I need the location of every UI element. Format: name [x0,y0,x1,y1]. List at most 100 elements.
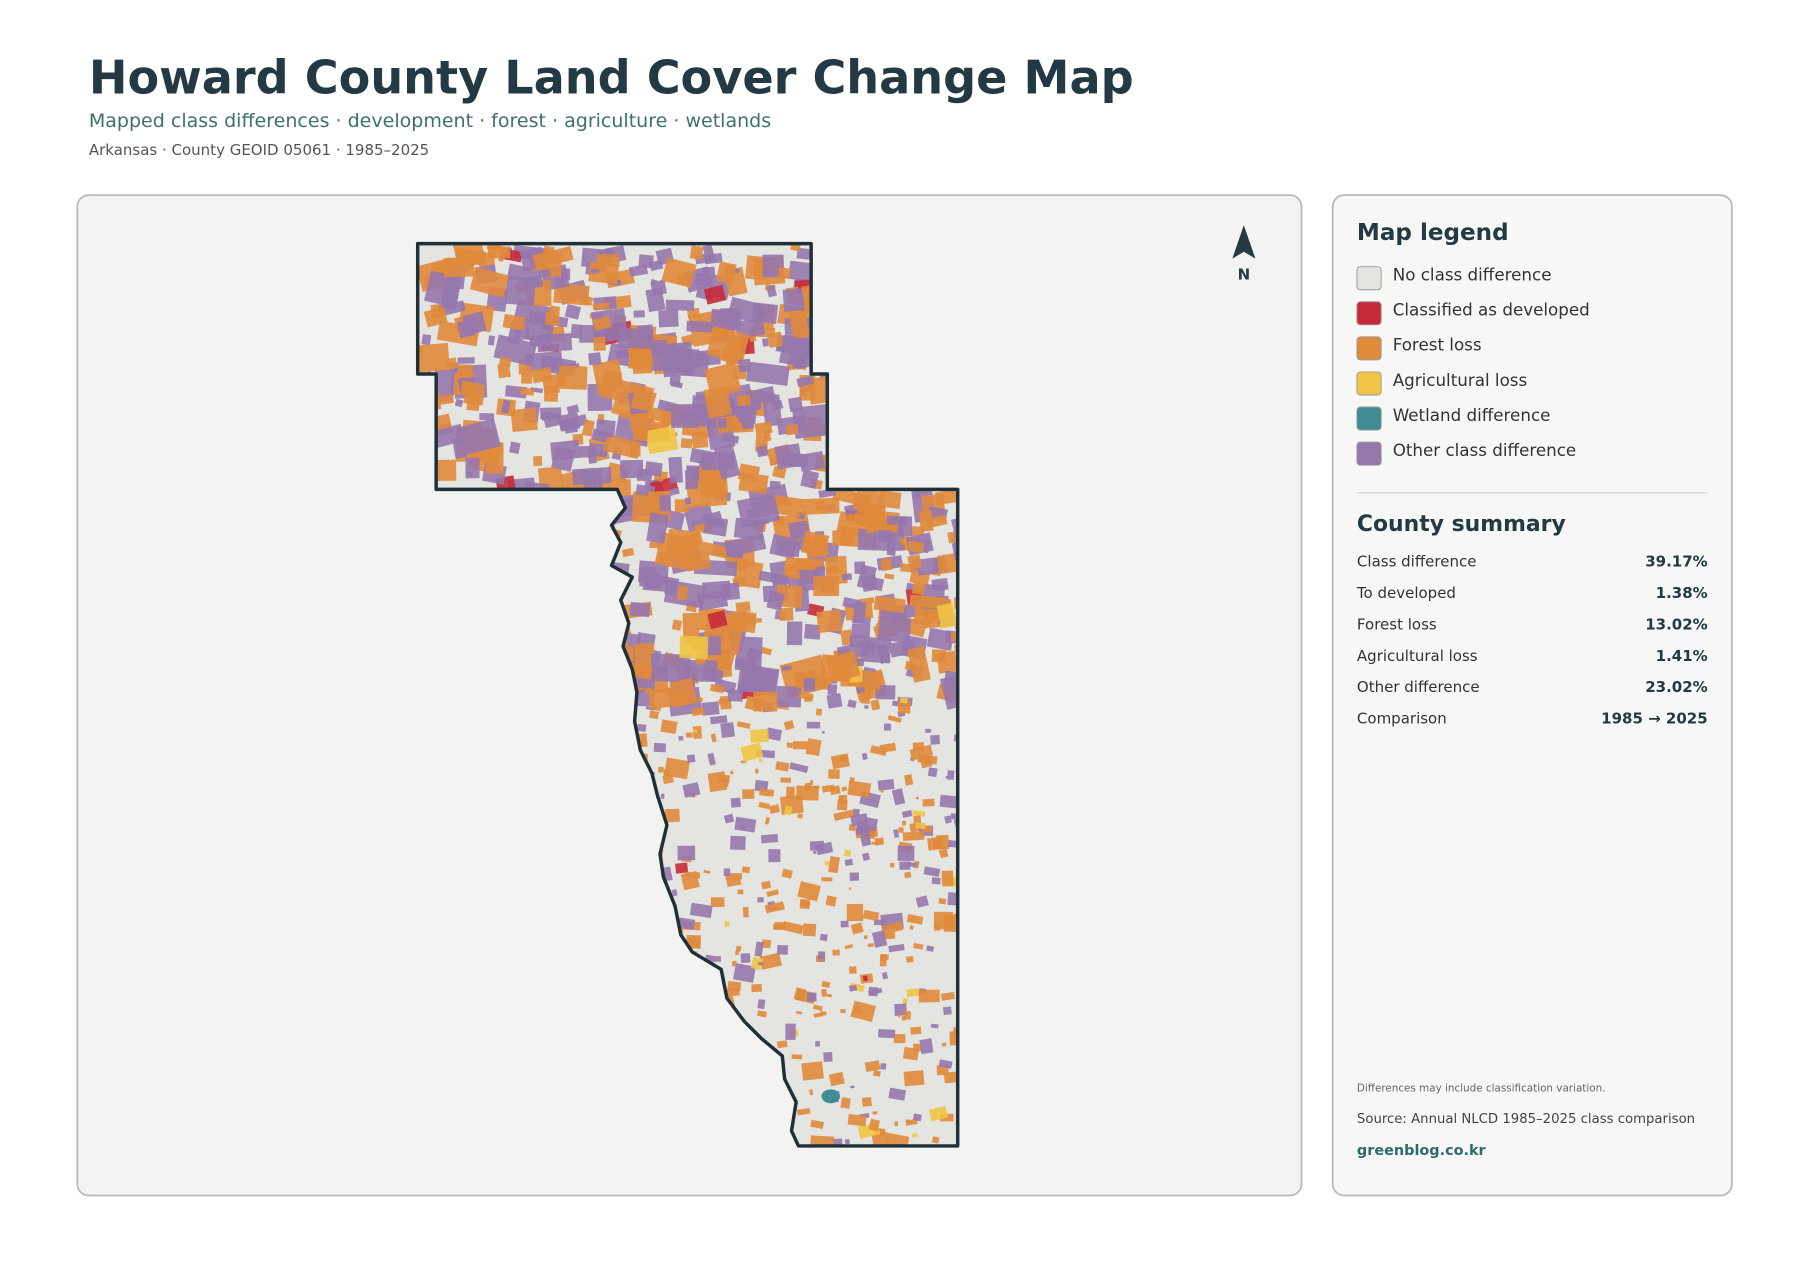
land-cover-patch [703,284,727,305]
land-cover-patch [733,963,756,983]
land-cover-patch [717,774,731,784]
land-cover-patch [776,1040,788,1049]
land-cover-patch [633,310,645,318]
land-cover-patch [734,658,756,671]
land-cover-patch [793,987,807,1002]
land-cover-patch [637,723,647,732]
summary-value: 1985 → 2025 [1601,710,1708,728]
land-cover-patch [710,715,728,725]
land-cover-patch [843,849,852,857]
land-cover-patch [684,871,692,877]
land-cover-patch [886,549,896,557]
land-cover-patch [877,779,895,791]
land-cover-patch [692,726,703,739]
land-cover-patch [434,413,452,431]
land-cover-patch [707,752,716,766]
land-cover-patch [768,804,781,814]
land-cover-patch [894,1003,907,1016]
land-cover-patch [887,715,902,723]
land-cover-patch [593,336,606,351]
land-cover-patch [758,390,777,404]
land-cover-patch [931,649,947,663]
land-cover-patch [730,835,746,851]
land-cover-patch [588,442,609,458]
land-cover-patch [650,279,667,296]
land-cover-patch [943,1006,952,1015]
land-cover-patch [665,299,695,311]
summary-label: Class difference [1357,553,1477,571]
land-cover-patch [800,469,820,489]
summary-label: Forest loss [1357,615,1437,633]
land-cover-patch [417,342,451,373]
land-cover-patch [753,691,778,712]
land-cover-patch [701,580,732,600]
land-cover-patch [668,487,680,496]
land-cover-patch [883,723,892,731]
land-cover-patch [868,1118,881,1132]
land-cover-patch [906,956,914,963]
land-cover-patch [861,752,868,761]
land-cover-patch [723,782,729,788]
land-cover-patch [424,270,462,308]
land-cover-patch [682,782,701,798]
land-cover-patch [760,646,773,656]
land-cover-patch [732,559,764,589]
land-cover-patch [558,365,588,390]
land-cover-patch [812,1004,823,1011]
land-cover-patch [860,691,871,704]
land-cover-patch [716,261,737,284]
land-cover-patch [783,720,795,731]
land-cover-patch [826,993,832,998]
land-cover-patch [889,862,895,868]
summary-value: 39.17% [1645,553,1707,571]
land-cover-patch [500,399,512,414]
land-cover-patch [795,1010,803,1015]
land-cover-patch [805,738,822,756]
land-cover-patch [819,933,828,942]
land-cover-patch [911,581,926,596]
land-cover-patch [897,1013,901,1018]
land-cover-patch [933,923,941,932]
land-cover-patch [840,920,849,928]
land-cover-patch [497,363,511,379]
land-cover-patch [628,264,648,277]
land-cover-patch [830,868,836,872]
site-link[interactable]: greenblog.co.kr [1357,1143,1487,1159]
land-cover-patch [759,788,775,797]
land-cover-patch [788,520,810,541]
land-cover-patch [940,991,955,1001]
land-cover-patch [871,930,888,948]
land-cover-patch [894,1121,898,1127]
land-cover-patch [713,956,721,962]
land-cover-patch [438,394,454,406]
land-cover-patch [950,813,958,820]
land-cover-patch [550,439,580,461]
land-cover-patch [816,609,843,634]
land-cover-patch [689,245,704,260]
land-cover-patch [881,971,889,980]
land-cover-patch [774,922,786,930]
land-cover-patch [671,619,683,631]
land-cover-patch [777,267,792,280]
land-cover-patch [780,777,792,783]
land-cover-patch [775,540,801,558]
land-cover-patch [815,708,823,716]
land-cover-patch [771,399,784,411]
land-cover-patch [617,327,653,349]
title: Howard County Land Cover Change Map [89,51,1134,105]
land-cover-patch [520,387,535,396]
land-cover-patch [810,1135,835,1146]
land-cover-patch [727,618,757,634]
land-cover-patch [543,384,559,402]
land-cover-patch [741,417,755,430]
land-cover-patch [848,887,852,891]
land-cover-patch [774,443,803,470]
land-cover-patch [936,602,958,629]
land-cover-patch [764,817,771,825]
land-cover-patch [891,788,906,806]
legend: No class difference Classified as develop… [1356,265,1590,466]
land-cover-patch [786,742,793,749]
land-cover-patch [781,665,792,671]
land-cover-patch [706,325,750,364]
